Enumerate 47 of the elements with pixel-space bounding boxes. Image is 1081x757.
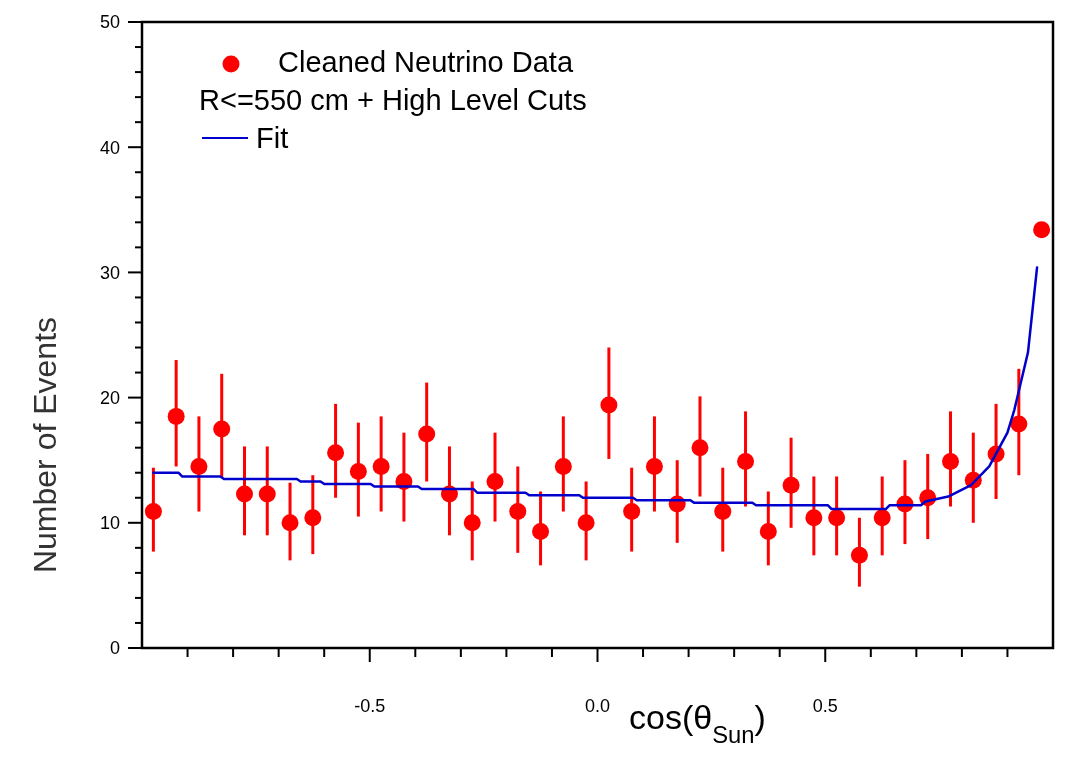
point [235, 485, 253, 503]
point [418, 425, 436, 443]
x-tick-label: 0.5 [812, 696, 838, 716]
point [805, 509, 823, 527]
point [623, 503, 641, 521]
point [144, 503, 162, 521]
y-tick-label: 30 [99, 262, 120, 283]
point [532, 523, 550, 541]
point [645, 457, 663, 475]
point [372, 457, 390, 475]
y-tick-label: 50 [99, 12, 120, 33]
point [782, 476, 800, 494]
point [327, 444, 345, 462]
point [349, 462, 367, 480]
point [281, 514, 299, 532]
point [554, 457, 572, 475]
point [691, 439, 709, 457]
point [737, 452, 755, 470]
y-tick-label: 20 [99, 387, 120, 408]
point [828, 509, 846, 527]
point [1033, 221, 1051, 239]
point [873, 509, 891, 527]
point [258, 485, 276, 503]
y-tick-label: 10 [99, 513, 120, 534]
point [190, 457, 208, 475]
point [213, 420, 231, 438]
point [486, 472, 504, 490]
legend-label: Cleaned Neutrino Data [278, 46, 574, 78]
point [714, 503, 732, 521]
annotation: R<=550 cm + High Level Cuts [199, 84, 587, 116]
point [759, 523, 777, 541]
point [304, 509, 322, 527]
point [509, 503, 527, 521]
y-tick-label: 40 [99, 137, 120, 158]
x-axis-title: cos(θ$_{Sun}$) [629, 698, 766, 748]
point [463, 514, 481, 532]
point [1010, 415, 1028, 433]
point [577, 514, 595, 532]
point [850, 546, 868, 564]
y-axis-title: Number of Events [27, 316, 63, 574]
x-tick-label: 0.0 [584, 696, 611, 716]
y-tick-label: 0 [109, 638, 120, 659]
point [167, 407, 185, 425]
x-tick-label: -0.5 [354, 696, 386, 716]
point [600, 396, 618, 414]
legend-label: Fit [256, 122, 289, 154]
point [942, 452, 960, 470]
